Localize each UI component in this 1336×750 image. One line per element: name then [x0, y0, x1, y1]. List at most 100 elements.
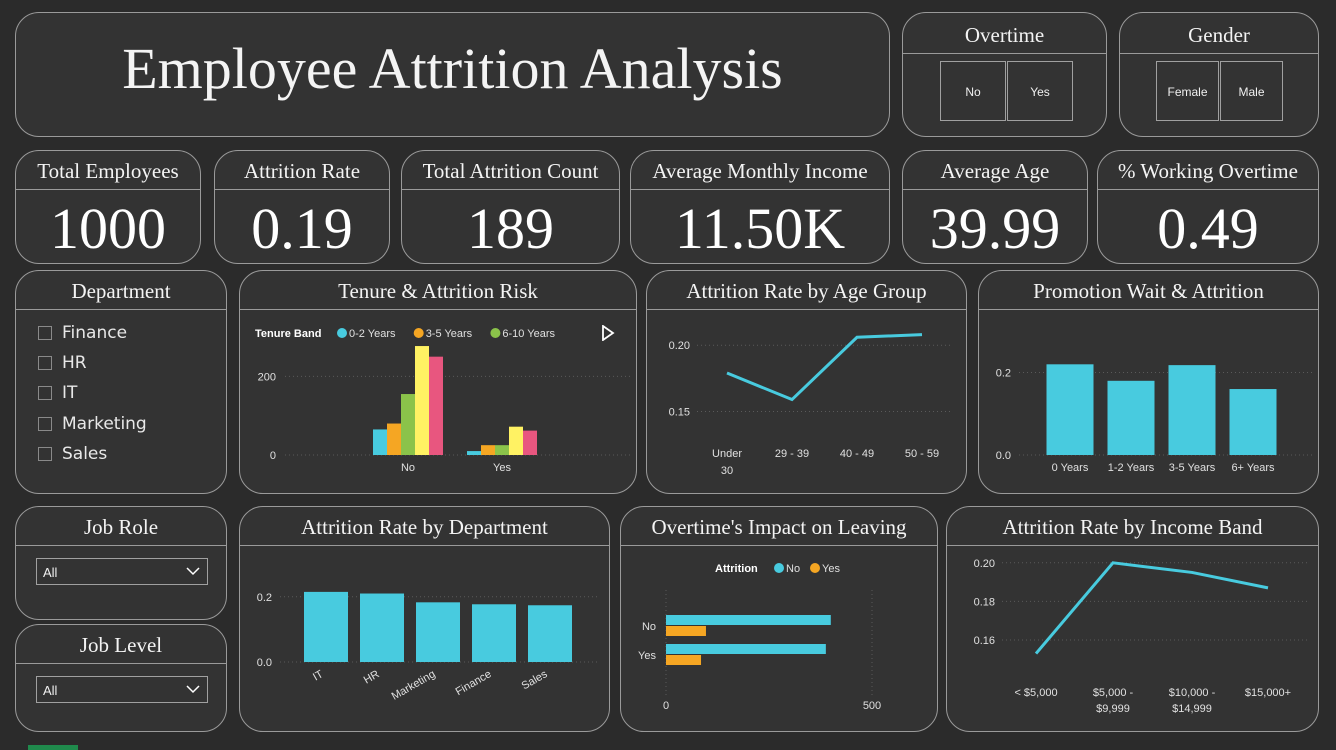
gender-slicer: Gender Female Male: [1119, 12, 1319, 137]
checkbox[interactable]: [38, 326, 52, 340]
legend-marker: [337, 328, 347, 338]
bar: [1046, 364, 1094, 455]
tenure-chart: Tenure Band 0-2 Years 3-5 Years 6-10 Years 0…: [255, 328, 630, 474]
x-tick-label: 1-2 Years: [1108, 462, 1155, 474]
age-chart-card: Attrition Rate by Age Group 0.15 0.20 Unde…: [646, 270, 967, 494]
department-chart: 0.0 0.2 IT HR Marketing Finance Sales: [257, 591, 600, 703]
x-tick-label: 3-5 Years: [1169, 462, 1216, 474]
x-tick-label: $14,999: [1172, 703, 1212, 715]
chevron-down-icon: [186, 567, 200, 576]
kpi-average-monthly-income: Average Monthly Income 11.50K: [630, 150, 890, 264]
bar: [429, 356, 443, 455]
y-tick-label: 0.20: [974, 558, 995, 570]
chart-title: Tenure & Attrition Risk: [240, 271, 636, 310]
kpi-average-age: Average Age 39.99: [902, 150, 1088, 264]
x-tick-label: Under: [712, 448, 742, 460]
option-label: Marketing: [62, 414, 147, 434]
bar: [1107, 380, 1155, 455]
checkbox[interactable]: [38, 417, 52, 431]
series-line: [726, 333, 923, 402]
overtime-slicer-title: Overtime: [903, 13, 1106, 54]
legend-marker: [810, 563, 820, 573]
bar: [360, 593, 404, 662]
x-tick-label: $15,000+: [1245, 687, 1291, 699]
x-tick-label: 6+ Years: [1231, 462, 1275, 474]
kpi-value: 1000: [50, 196, 166, 261]
checkbox[interactable]: [38, 447, 52, 461]
x-tick-label: $5,000 -: [1093, 687, 1134, 699]
job-role-dropdown[interactable]: All: [36, 558, 208, 585]
kpi-label: Total Employees: [16, 151, 200, 190]
x-tick-label: No: [401, 462, 415, 474]
x-tick-label: Yes: [493, 462, 511, 474]
y-tick-label: 0: [270, 450, 276, 462]
legend-label: No: [786, 563, 800, 575]
checkbox[interactable]: [38, 356, 52, 370]
dropdown-value: All: [43, 565, 58, 580]
y-tick-label: 0.16: [974, 635, 995, 647]
kpi-label: Total Attrition Count: [402, 151, 619, 190]
job-level-title: Job Level: [16, 625, 226, 664]
department-option-hr[interactable]: HR: [38, 353, 87, 373]
department-chart-card: Attrition Rate by Department 0.0 0.2 IT HR M…: [239, 506, 610, 732]
age-chart: 0.15 0.20 Under 30 29 - 39 40 - 49 50 - 59: [669, 333, 952, 477]
chart-title: Promotion Wait & Attrition: [979, 271, 1318, 310]
bar: [523, 430, 537, 455]
checkbox[interactable]: [38, 386, 52, 400]
job-level-dropdown[interactable]: All: [36, 676, 208, 703]
play-axis-icon[interactable]: [601, 325, 615, 341]
bar: [666, 615, 831, 625]
x-tick-label: $9,999: [1096, 703, 1130, 715]
overtime-option-yes[interactable]: Yes: [1007, 61, 1073, 121]
y-tick-label: No: [642, 621, 656, 633]
legend-label: 0-2 Years: [349, 328, 396, 340]
legend-label: 3-5 Years: [426, 328, 473, 340]
job-role-title: Job Role: [16, 507, 226, 546]
gender-option-male[interactable]: Male: [1220, 61, 1283, 121]
chevron-down-icon: [186, 685, 200, 694]
department-option-sales[interactable]: Sales: [38, 444, 107, 464]
bar: [528, 605, 572, 662]
income-chart: 0.16 0.18 0.20 < $5,000 $5,000 - $9,999 $10,00…: [974, 558, 1307, 715]
y-tick-label: 0.15: [669, 406, 690, 418]
legend-title: Tenure Band: [255, 328, 321, 340]
bar: [481, 445, 495, 455]
kpi-value: 0.49: [1157, 196, 1259, 261]
overtime-chart: Attrition No Yes 0 500 No Yes: [638, 563, 881, 712]
overtime-chart-card: Overtime's Impact on Leaving Attrition No…: [620, 506, 938, 732]
tenure-chart-card: Tenure & Attrition Risk Tenure Band 0-2 Y…: [239, 270, 637, 494]
department-option-finance[interactable]: Finance: [38, 323, 127, 343]
department-option-marketing[interactable]: Marketing: [38, 414, 147, 434]
page-title: Employee Attrition Analysis: [122, 36, 783, 101]
job-level-slicer: Job Level All: [15, 624, 227, 732]
department-option-it[interactable]: IT: [38, 383, 77, 403]
x-tick-label: Marketing: [390, 668, 438, 703]
bar: [416, 602, 460, 662]
x-tick-label: 30: [721, 465, 733, 477]
kpi-value: 0.19: [251, 196, 353, 261]
promotion-chart: 0.0 0.2 0 Years 1-2 Years 3-5 Years 6+ Years: [996, 364, 1314, 474]
kpi-value: 39.99: [929, 196, 1061, 261]
page-tab-indicator[interactable]: [28, 745, 78, 750]
x-tick-label: 500: [863, 700, 881, 712]
y-tick-label: 0.20: [669, 340, 690, 352]
kpi-label: % Working Overtime: [1098, 151, 1318, 190]
x-tick-label: IT: [311, 668, 326, 683]
legend-marker: [490, 328, 501, 338]
x-tick-label: 50 - 59: [905, 448, 939, 460]
job-role-slicer: Job Role All: [15, 506, 227, 620]
kpi-total-attrition-count: Total Attrition Count 189: [401, 150, 620, 264]
bar: [415, 346, 429, 455]
bar: [509, 426, 523, 455]
gender-option-female[interactable]: Female: [1156, 61, 1219, 121]
legend-marker: [774, 563, 784, 573]
bar: [373, 429, 387, 455]
bar: [1229, 389, 1277, 455]
y-tick-label: 0.0: [257, 657, 272, 669]
kpi-total-employees: Total Employees 1000: [15, 150, 201, 264]
overtime-slicer: Overtime No Yes: [902, 12, 1107, 137]
y-tick-label: 0.18: [974, 596, 995, 608]
x-tick-label: 29 - 39: [775, 448, 809, 460]
overtime-option-no[interactable]: No: [940, 61, 1006, 121]
bar: [304, 591, 348, 662]
